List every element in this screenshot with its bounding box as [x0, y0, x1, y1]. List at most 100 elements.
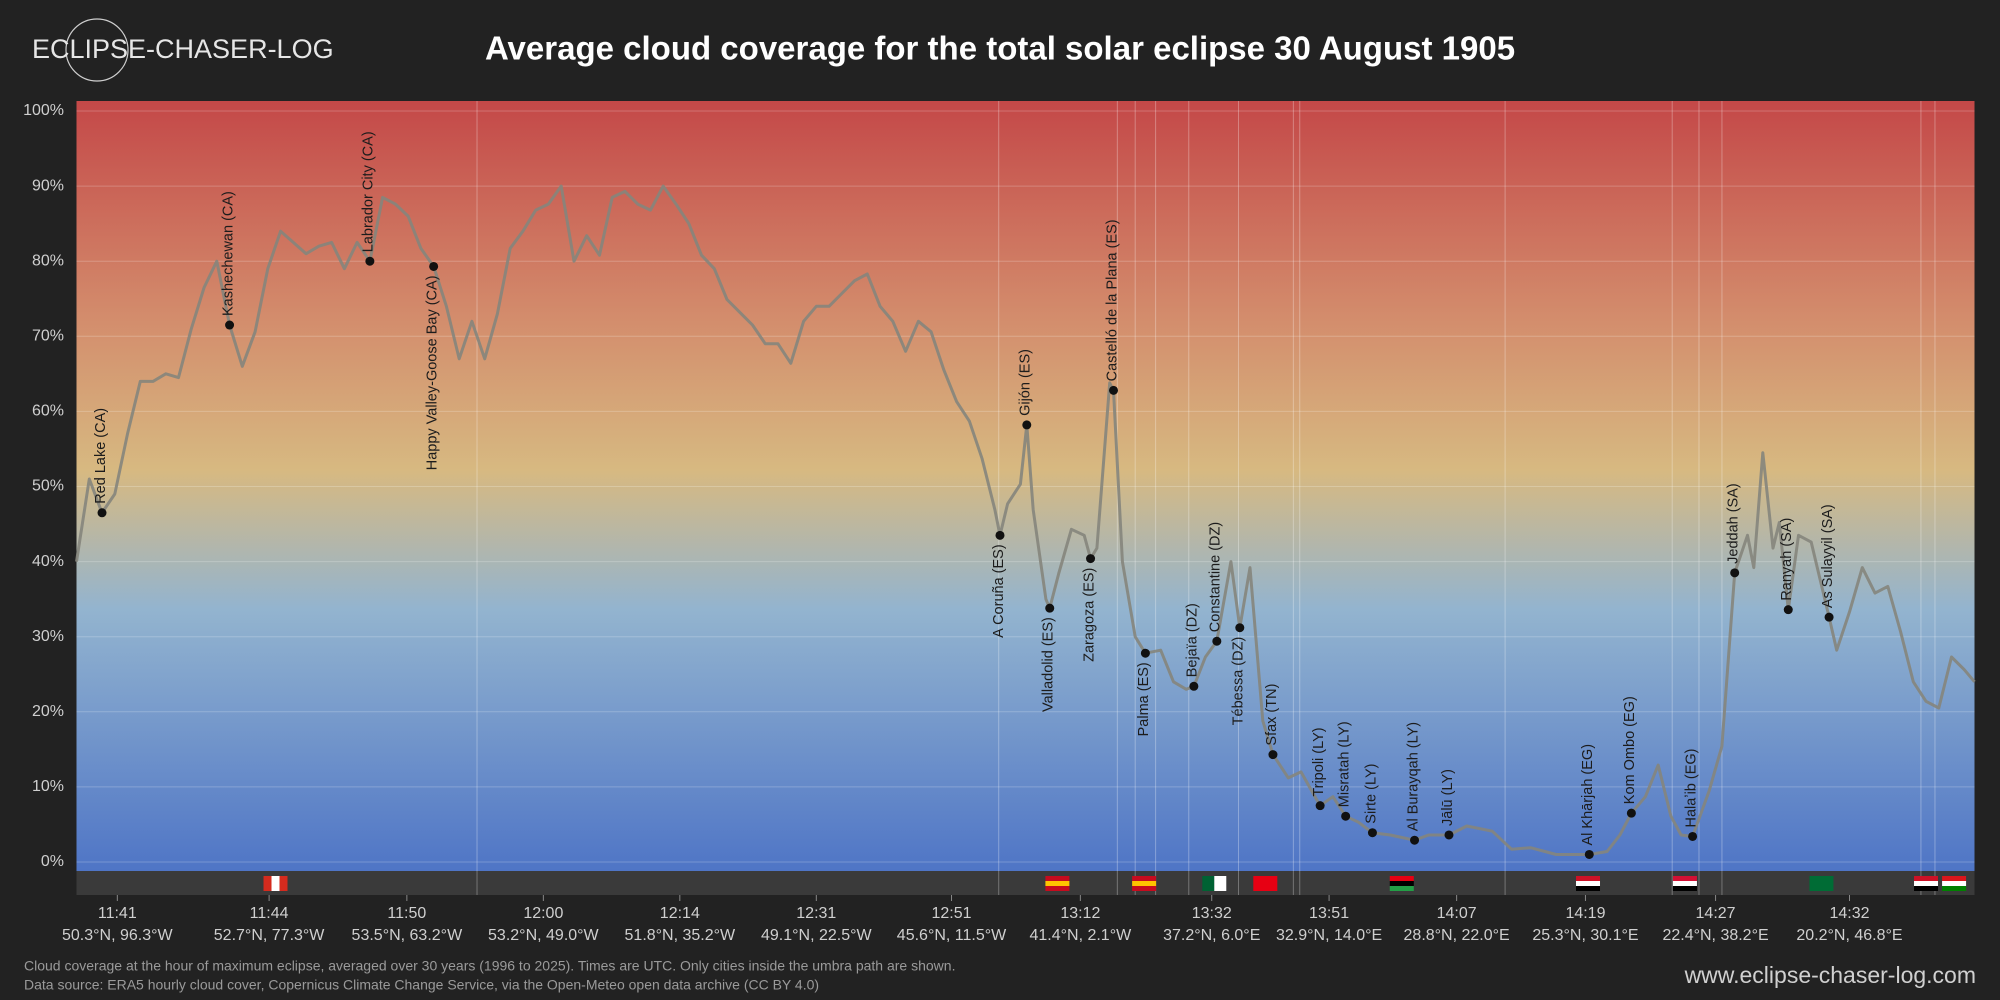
- plot-area: [76, 101, 1975, 871]
- city-point: [429, 261, 439, 271]
- city-label: Al Khārjah (EG): [1580, 744, 1596, 846]
- chart-title: Average cloud coverage for the total sol…: [485, 30, 1515, 67]
- flag: [271, 876, 280, 891]
- city-label: Tébessa (DZ): [1231, 637, 1247, 726]
- city-point: [1367, 828, 1377, 838]
- flag: [1942, 876, 1967, 881]
- x-tick-sublabel: 53.2°N, 49.0°W: [488, 927, 600, 944]
- x-tick-sublabel: 22.4°N, 38.2°E: [1662, 927, 1768, 944]
- x-tick-sublabel: 51.8°N, 35.2°W: [625, 927, 737, 944]
- country-strip: [76, 871, 1975, 895]
- city-point: [1086, 554, 1096, 564]
- flag: [1914, 881, 1939, 886]
- city-label: Zaragoza (ES): [1081, 568, 1097, 662]
- y-tick-label: 60%: [32, 403, 64, 420]
- city-label: Happy Valley-Goose Bay (CA): [424, 275, 440, 470]
- city-label: Bejaïa (DZ): [1185, 603, 1201, 677]
- city-label: Constantine (DZ): [1208, 522, 1224, 632]
- city-point: [1341, 811, 1351, 821]
- city-point: [1268, 750, 1278, 760]
- x-tick-label: 12:31: [796, 905, 836, 922]
- city-point: [1584, 849, 1594, 859]
- y-tick-label: 70%: [32, 328, 64, 345]
- city-point: [97, 508, 107, 518]
- flag: [1914, 876, 1939, 881]
- x-tick-label: 13:32: [1192, 905, 1232, 922]
- city-label: Ranyah (SA): [1779, 518, 1795, 601]
- y-tick-label: 100%: [23, 102, 64, 119]
- y-tick-label: 20%: [32, 703, 64, 720]
- city-label: Gijón (ES): [1018, 349, 1034, 416]
- city-label: Palma (ES): [1136, 662, 1152, 736]
- city-label: Tripoli (LY): [1311, 727, 1327, 796]
- flag: [1672, 876, 1697, 881]
- city-point: [1824, 612, 1834, 622]
- y-tick-label: 80%: [32, 252, 64, 269]
- city-point: [1212, 636, 1222, 646]
- city-point: [1109, 385, 1119, 395]
- x-tick-label: 12:51: [931, 905, 971, 922]
- logo-ring: [65, 18, 129, 82]
- flag: [1389, 876, 1414, 881]
- flag: [1132, 881, 1157, 886]
- x-tick-sublabel: 37.2°N, 6.0°E: [1163, 927, 1260, 944]
- flag: [1389, 881, 1414, 886]
- city-label: Jeddah (SA): [1726, 483, 1742, 564]
- city-label: Kom Ombo (EG): [1622, 696, 1638, 804]
- flag: [263, 876, 272, 891]
- city-label: Jālū (LY): [1440, 769, 1456, 826]
- flag: [1942, 886, 1967, 891]
- city-point: [995, 530, 1005, 540]
- y-tick-label: 10%: [32, 778, 64, 795]
- flag: [1576, 881, 1601, 886]
- flag: [1389, 886, 1414, 891]
- logo: ECLIPSE-CHASER-LOG: [32, 34, 334, 64]
- flag: [1132, 886, 1157, 891]
- flag: [1045, 881, 1070, 886]
- x-tick-sublabel: 25.3°N, 30.1°E: [1532, 927, 1638, 944]
- x-tick-sublabel: 28.8°N, 22.0°E: [1404, 927, 1510, 944]
- city-label: As Sulayyil (SA): [1820, 504, 1836, 608]
- x-tick-sublabel: 52.7°N, 77.3°W: [214, 927, 326, 944]
- city-point: [225, 320, 235, 330]
- city-label: A Coruña (ES): [991, 544, 1007, 638]
- x-tick-label: 14:19: [1565, 905, 1605, 922]
- y-tick-label: 50%: [32, 478, 64, 495]
- x-tick-label: 13:51: [1309, 905, 1349, 922]
- y-tick-label: 90%: [32, 177, 64, 194]
- city-point: [1022, 420, 1032, 430]
- x-tick-label: 11:41: [98, 905, 137, 922]
- y-tick-label: 0%: [41, 853, 64, 870]
- x-tick-label: 12:14: [660, 905, 700, 922]
- city-point: [1189, 681, 1199, 691]
- city-point: [1140, 648, 1150, 658]
- x-tick-label: 14:07: [1437, 905, 1477, 922]
- x-tick-sublabel: 50.3°N, 96.3°W: [62, 927, 174, 944]
- footer-url: www.eclipse-chaser-log.com: [1684, 962, 1976, 988]
- x-tick-label: 12:00: [523, 905, 563, 922]
- city-point: [1688, 831, 1698, 841]
- city-label: Al Burayqah (LY): [1405, 722, 1421, 831]
- city-point: [1315, 801, 1325, 811]
- x-tick-sublabel: 49.1°N, 22.5°W: [761, 927, 873, 944]
- x-tick-sublabel: 41.4°N, 2.1°W: [1029, 927, 1132, 944]
- city-point: [1783, 605, 1793, 615]
- x-tick-sublabel: 45.6°N, 11.5°W: [897, 927, 1007, 944]
- x-tick-label: 11:44: [250, 905, 289, 922]
- city-point: [1235, 623, 1245, 633]
- flag: [1045, 876, 1070, 881]
- flag: [1914, 886, 1939, 891]
- city-point: [1045, 603, 1055, 613]
- x-tick-sublabel: 20.2°N, 46.8°E: [1796, 927, 1902, 944]
- cloud-line: [75, 184, 1976, 856]
- flag: [1809, 876, 1834, 891]
- flag: [1672, 886, 1697, 891]
- city-label: Red Lake (CA): [93, 408, 109, 504]
- city-point: [1444, 830, 1454, 840]
- flag: [1253, 876, 1278, 891]
- city-point: [1626, 808, 1636, 818]
- city-point: [365, 256, 375, 266]
- flag: [1214, 876, 1227, 891]
- note: Cloud coverage at the hour of maximum ec…: [24, 958, 955, 974]
